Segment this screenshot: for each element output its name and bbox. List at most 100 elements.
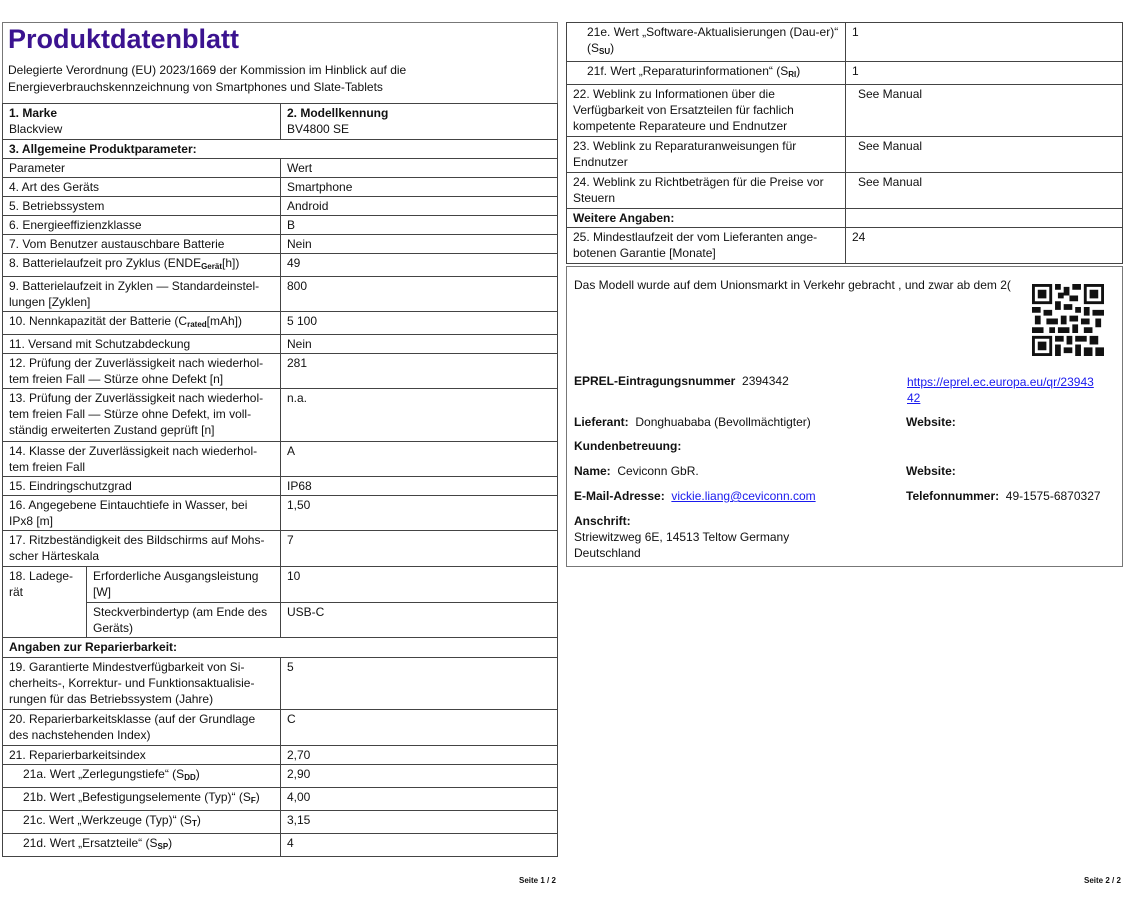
parameter-suffix: ) (255, 790, 260, 804)
table-row: 12. Prüfung der Zuverlässigkeit nach wie… (2, 353, 558, 389)
value-cell: Nein (280, 234, 558, 254)
qr-code-icon[interactable] (1032, 284, 1104, 356)
value-cell: Nein (280, 334, 558, 354)
parameter-cell: 19. Garantierte Mindestverfügbarkeit von… (2, 657, 281, 710)
eprel-row: EPREL-Eintragungsnummer 2394342 (574, 374, 789, 388)
parameter-cell: 13. Prüfung der Zuverlässigkeit nach wie… (2, 388, 281, 442)
value-cell: C (280, 709, 558, 746)
table-row: 5. Betriebssystem Android (2, 196, 558, 216)
value-cell: 5 (280, 657, 558, 710)
parameter-cell: 12. Prüfung der Zuverlässigkeit nach wie… (2, 353, 281, 389)
parameter-suffix: ) (796, 64, 801, 78)
parameter-cell: 14. Klasse der Zuverlässigkeit nach wied… (2, 441, 281, 477)
address-line-2: Deutschland (574, 546, 641, 560)
page-number-2: Seite 2 / 2 (1084, 876, 1121, 885)
parameter-cell: Erforderliche Ausgangsleistung [W] (86, 566, 281, 603)
parameter-subscript: Gerät (201, 262, 222, 271)
parameter-label: Weitere Angaben: (573, 211, 675, 225)
customer-support-label: Kundenbetreuung: (574, 439, 682, 453)
table-row: 21f. Wert „Reparaturinformationen“ (SRI)… (566, 61, 1123, 85)
parameter-suffix: ) (168, 836, 173, 850)
table-row: 9. Batterielaufzeit in Zyklen — Standard… (2, 276, 558, 312)
phone-row: Telefonnummer: 49-1575-6870327 (906, 489, 1101, 503)
parameter-label: 6. Energieeffizienzklasse (9, 218, 142, 232)
value-cell: n.a. (280, 388, 558, 442)
page-number-1: Seite 1 / 2 (519, 876, 556, 885)
value-cell: Wert (280, 158, 558, 178)
parameter-cell: 23. Weblink zu Reparaturanweisungen für … (566, 136, 846, 173)
page-title: Produktdatenblatt (8, 24, 240, 54)
section-header-row: Angaben zur Reparierbarkeit: (2, 637, 558, 658)
email-link[interactable]: vickie.liang@ceviconn.com (671, 489, 816, 503)
parameter-label: 13. Prüfung der Zuverlässigkeit nach wie… (9, 391, 264, 437)
table-row: 10. Nennkapazität der Batterie (Crated[m… (2, 311, 558, 335)
parameter-label: 21c. Wert „Werkzeuge (Typ)“ (S (23, 813, 192, 827)
parameter-cell: 17. Ritzbeständigkeit des Bildschirms au… (2, 530, 281, 567)
table-row: 21d. Wert „Ersatzteile“ (SSP) 4 (2, 833, 558, 857)
parameter-label: 24. Weblink zu Richtbeträgen für die Pre… (573, 175, 824, 205)
parameter-label: 9. Batterielaufzeit in Zyklen — Standard… (9, 279, 260, 309)
eprel-link[interactable]: https://eprel.ec.europa.eu/qr/2394342 (907, 375, 1094, 405)
parameter-subscript: RI (788, 70, 797, 79)
parameter-suffix: ) (196, 813, 201, 827)
supplier-row: Lieferant: Donghuababa (Bevollmächtigter… (574, 415, 811, 429)
parameter-label: 12. Prüfung der Zuverlässigkeit nach wie… (9, 356, 264, 386)
charger-group-label: 18. Ladege-rät (2, 566, 87, 638)
parameter-cell: 21. Reparierbarkeitsindex (2, 745, 281, 765)
supplier-label: Lieferant: (574, 415, 629, 429)
parameter-cell: 5. Betriebssystem (2, 196, 281, 216)
phone-value: 49-1575-6870327 (1005, 489, 1101, 503)
table-row: 21. Reparierbarkeitsindex 2,70 (2, 745, 558, 765)
parameter-subscript: DD (184, 773, 196, 782)
table-row: 7. Vom Benutzer austauschbare Batterie Ne… (2, 234, 558, 254)
parameter-cell: 21e. Wert „Software-Aktualisierungen (Da… (566, 22, 846, 62)
table-row: 21e. Wert „Software-Aktualisierungen (Da… (566, 22, 1123, 62)
value-cell: 49 (280, 253, 558, 277)
parameter-cell: 16. Angegebene Eintauchtiefe in Wasser, … (2, 495, 281, 531)
parameter-cell: 24. Weblink zu Richtbeträgen für die Pre… (566, 172, 846, 209)
table-row: 11. Versand mit Schutzabdeckung Nein (2, 334, 558, 354)
parameter-cell: Weitere Angaben: (566, 208, 846, 228)
value-cell: See Manual (845, 84, 1123, 137)
table-row: Parameter Wert (2, 158, 558, 178)
eprel-number: 2394342 (742, 374, 789, 388)
value-cell: 1 (845, 61, 1123, 85)
section-header-row: 3. Allgemeine Produktparameter: (2, 139, 558, 159)
support-name-row: Name: Ceviconn GbR. (574, 464, 699, 478)
parameter-label: 20. Reparierbarkeitsklasse (auf der Grun… (9, 712, 256, 742)
value-cell: 281 (280, 353, 558, 389)
table-row: 16. Angegebene Eintauchtiefe in Wasser, … (2, 495, 558, 531)
parameter-cell: 4. Art des Geräts (2, 177, 281, 197)
phone-label: Telefonnummer: (906, 489, 1000, 503)
parameter-cell: 11. Versand mit Schutzabdeckung (2, 334, 281, 354)
model-value: BV4800 SE (287, 122, 350, 136)
product-parameters-table: 3. Allgemeine Produktparameter: Parameter… (2, 139, 558, 857)
table-row: 24. Weblink zu Richtbeträgen für die Pre… (566, 172, 1123, 209)
value-cell: See Manual (845, 172, 1123, 209)
brand-model-table: 1. Marke Blackview 2. Modellkennung BV4800… (2, 103, 558, 140)
parameter-label: 4. Art des Geräts (9, 180, 100, 194)
parameter-label: 21e. Wert „Software-Aktualisierungen (Da… (587, 25, 839, 55)
market-text: Das Modell wurde auf dem Unionsmarkt in … (574, 278, 1011, 292)
parameter-label: 25. Mindestlaufzeit der vom Lieferanten … (573, 230, 818, 260)
parameter-cell: 21d. Wert „Ersatzteile“ (SSP) (2, 833, 281, 857)
table-row: 23. Weblink zu Reparaturanweisungen für … (566, 136, 1123, 173)
value-cell: A (280, 441, 558, 477)
parameter-label: 21. Reparierbarkeitsindex (9, 748, 146, 762)
table-row: Steckverbindertyp (am Ende des Geräts) US… (3, 602, 558, 638)
parameter-label: 7. Vom Benutzer austauschbare Batterie (9, 237, 225, 251)
parameter-label: 11. Versand mit Schutzabdeckung (9, 337, 191, 351)
model-label: 2. Modellkennung (287, 106, 389, 120)
parameter-label: 21f. Wert „Reparaturinformationen“ (S (587, 64, 789, 78)
parameter-subscript: rated (187, 320, 207, 329)
value-cell: 2,70 (280, 745, 558, 765)
table-row: 21a. Wert „Zerlegungstiefe“ (SDD) 2,90 (2, 764, 558, 788)
section-title: Angaben zur Reparierbarkeit: (2, 637, 558, 658)
parameter-label: 21a. Wert „Zerlegungstiefe“ (S (23, 767, 185, 781)
parameter-label: Steckverbindertyp (am Ende des Geräts) (93, 605, 268, 635)
parameter-cell: 7. Vom Benutzer austauschbare Batterie (2, 234, 281, 254)
parameter-cell: 21a. Wert „Zerlegungstiefe“ (SDD) (2, 764, 281, 788)
value-cell (845, 208, 1123, 228)
value-cell: 5 100 (280, 311, 558, 335)
parameter-label: 5. Betriebssystem (9, 199, 105, 213)
